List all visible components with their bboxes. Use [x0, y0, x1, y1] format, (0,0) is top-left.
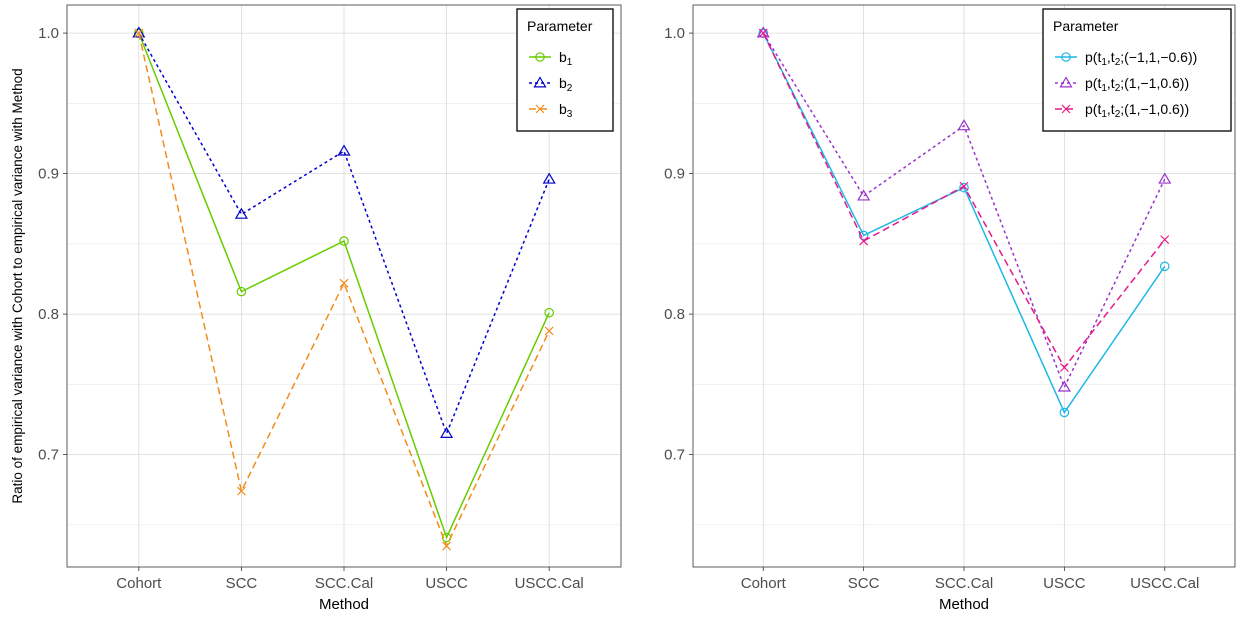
legend-label-part: 1 [1101, 109, 1107, 120]
y-tick-label: 0.7 [38, 447, 59, 464]
legend-box [516, 8, 614, 132]
legend-label: p(t1,t2;(−1,1,−0.6)) [1085, 49, 1197, 68]
data-point [234, 207, 248, 219]
y-tick-label: 1.0 [38, 25, 59, 42]
x-tick-label: SCC [848, 575, 880, 592]
data-point [857, 189, 871, 201]
legend-swatch-marker [1059, 76, 1073, 88]
data-point [339, 236, 349, 246]
legend-label-part: p(t [1085, 101, 1101, 117]
data-point [236, 286, 247, 297]
legend-label: p(t1,t2;(1,−1,0.6)) [1085, 75, 1189, 94]
data-point [544, 307, 554, 318]
legend-label: p(t1,t2;(1,−1,0.6)) [1085, 101, 1189, 120]
series-line [138, 32, 550, 548]
legend-label-base: b [559, 75, 567, 91]
legend-label: b2 [559, 75, 573, 94]
y-tick-label: 0.7 [664, 447, 685, 464]
data-point [236, 486, 246, 496]
legend-swatch-marker [535, 52, 545, 62]
data-point [544, 326, 554, 336]
x-tick-label: SCC.Cal [935, 575, 993, 592]
data-point [337, 144, 351, 156]
data-point [1057, 380, 1071, 392]
legend-label-subscript: 1 [567, 57, 573, 68]
legend-label-base: b [559, 49, 567, 65]
legend-title: Parameter [527, 18, 593, 34]
x-tick-label: USCC.Cal [515, 575, 584, 592]
y-tick-label: 0.8 [38, 306, 59, 323]
left-chart-panel: 0.7 0.8 0.9 1.0 Cohort SCC SCC.Cal USCC USCC.Cal… [10, 4, 622, 613]
legend-label: b1 [559, 49, 573, 68]
legend-label-part: p(t [1085, 49, 1101, 65]
legend-label-subscript: 3 [567, 109, 573, 120]
x-tick-label: SCC.Cal [315, 575, 373, 592]
legend-label-subscript: 2 [567, 83, 573, 94]
series-line [138, 32, 550, 436]
x-tick-label: USCC [425, 575, 468, 592]
data-point [859, 236, 869, 246]
right-chart-panel: 0.7 0.8 0.9 1.0 Cohort SCC SCC.Cal USCC USCC.Cal… [664, 4, 1236, 613]
legend-label-part: ,t [1107, 101, 1115, 117]
x-tick-label: SCC [226, 575, 258, 592]
data-point [1059, 363, 1069, 372]
x-tick-label: USCC [1043, 575, 1086, 592]
data-point [1158, 172, 1172, 184]
legend-label-part: p(t [1085, 75, 1101, 91]
legend-swatch-marker [1061, 52, 1071, 62]
x-axis-title: Method [939, 596, 989, 613]
data-point [440, 426, 454, 438]
legend-label-part: ;(−1,1,−0.6)) [1120, 49, 1197, 65]
legend: Parameterp(t1,t2;(−1,1,−0.6))p(t1,t2;(1,… [1042, 8, 1232, 132]
x-tick-label: Cohort [741, 575, 787, 592]
legend-label-part: ,t [1107, 75, 1115, 91]
data-point [339, 278, 349, 288]
legend-box [1042, 8, 1232, 132]
y-axis-title: Ratio of empirical variance with Cohort … [10, 68, 25, 503]
series-line [762, 32, 1166, 390]
legend-label-part: ;(1,−1,0.6)) [1120, 75, 1189, 91]
legend-label-part: 1 [1101, 83, 1107, 94]
data-point [758, 28, 768, 38]
legend-swatch-marker [1061, 104, 1071, 114]
legend-label-part: 2 [1115, 83, 1121, 94]
legend-label-part: ;(1,−1,0.6)) [1120, 101, 1189, 117]
x-axis-title: Method [319, 596, 369, 613]
data-point [957, 119, 971, 131]
data-point [1160, 235, 1170, 245]
y-tick-label: 1.0 [664, 25, 685, 42]
legend-title: Parameter [1053, 18, 1119, 34]
legend-label: b3 [559, 101, 573, 120]
data-point [1159, 261, 1170, 272]
data-point [542, 172, 556, 184]
y-tick-label: 0.8 [664, 306, 685, 323]
legend-label-part: ,t [1107, 49, 1115, 65]
legend-swatch-marker [533, 76, 547, 88]
legend-label-part: 2 [1115, 57, 1121, 68]
data-point [959, 181, 969, 191]
data-point [756, 26, 770, 38]
data-point [134, 28, 144, 38]
series-line [138, 32, 550, 540]
data-point [1059, 407, 1070, 418]
data-point [132, 26, 146, 38]
y-tick-label: 0.9 [664, 166, 685, 183]
x-tick-label: Cohort [116, 575, 162, 592]
data-point [959, 182, 969, 193]
legend-label-part: 2 [1115, 109, 1121, 120]
legend-label-part: 1 [1101, 57, 1107, 68]
data-point [858, 230, 869, 241]
legend-label-base: b [559, 101, 567, 117]
y-tick-label: 0.9 [38, 166, 59, 183]
legend-swatch-marker [535, 104, 545, 114]
data-point [442, 541, 452, 551]
x-tick-label: USCC.Cal [1130, 575, 1199, 592]
